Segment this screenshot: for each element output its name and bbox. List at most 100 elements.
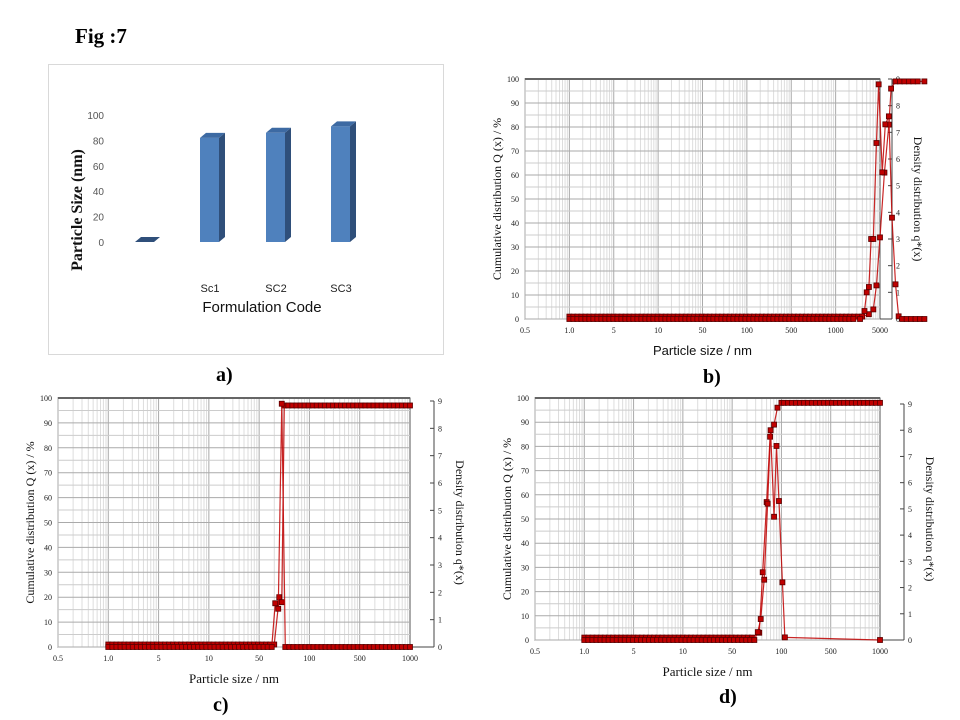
y2-axis-label-b: Density distribution q*(x)	[911, 137, 925, 262]
y2-tick-label-b: 3	[896, 235, 900, 244]
y-tick-label-c: 30	[44, 568, 52, 577]
data-point-b	[892, 281, 899, 288]
y-tick-label-c: 100	[40, 394, 52, 403]
y2-tick-label-b: 6	[896, 155, 900, 164]
chart-a-frame	[48, 64, 444, 355]
data-point-b	[879, 169, 886, 176]
panel-label-c: c)	[213, 694, 229, 716]
y2-tick-label-d: 2	[908, 584, 912, 593]
y2-tick-label-d: 6	[908, 479, 912, 488]
y-tick-label-d: 30	[521, 563, 529, 572]
x-tick-label-d: 50	[728, 647, 736, 656]
y2-axis-label-d: Density distribution q*(x)	[923, 457, 937, 582]
bar-a-3	[331, 126, 350, 242]
figure-title: Fig :7	[75, 24, 127, 48]
y-tick-label-b: 20	[511, 267, 519, 276]
y-tick-label-d: 10	[521, 612, 529, 621]
x-tick-label-c: 1.0	[103, 654, 113, 663]
y2-tick-label-c: 4	[438, 534, 442, 543]
data-point-b	[861, 308, 868, 314]
data-point-d	[764, 500, 771, 507]
y-tick-label-b: 0	[515, 315, 519, 324]
x-tick-label-c: 1000	[402, 654, 418, 663]
bar-a-0	[135, 237, 160, 242]
x-tick-label-a: Sc1	[201, 283, 220, 295]
y-tick-label-c: 80	[44, 444, 52, 453]
x-axis-label-b: Particle size / nm	[653, 343, 752, 358]
y2-tick-label-d: 3	[908, 557, 912, 566]
x-tick-label-d: 10	[679, 647, 687, 656]
x-tick-label-c: 100	[303, 654, 315, 663]
data-point-b	[873, 282, 880, 289]
x-tick-label-c: 0.5	[53, 654, 63, 663]
bar-top-a-3	[331, 121, 356, 127]
y-tick-label-c: 40	[44, 543, 52, 552]
y-tick-label-b: 80	[511, 123, 519, 132]
y2-tick-label-d: 0	[908, 636, 912, 645]
y-tick-label-c: 70	[44, 469, 52, 478]
y-tick-label-b: 100	[507, 75, 519, 84]
y-tick-label-c: 10	[44, 618, 52, 627]
data-point-d	[751, 637, 758, 643]
y-tick-label-d: 100	[517, 394, 529, 403]
data-point-d	[771, 421, 777, 428]
y2-tick-label-c: 6	[438, 479, 442, 488]
y-tick-label-b: 40	[511, 219, 519, 228]
y2-tick-label-d: 4	[908, 531, 912, 540]
data-point-b	[870, 236, 877, 242]
data-point-b	[873, 140, 880, 146]
bar-a-1	[200, 137, 219, 242]
y2-tick-label-c: 9	[438, 397, 442, 406]
y-tick-label-b: 10	[511, 291, 519, 300]
y2-axis-label-c: Density distribution q*(x)	[453, 460, 467, 585]
y2-tick-label-b: 8	[896, 102, 900, 111]
y2-tick-label-d: 9	[908, 400, 912, 409]
panel-label-d: d)	[719, 686, 737, 708]
data-point-d	[759, 569, 766, 576]
data-point-b	[857, 316, 863, 322]
y-tick-label-a: 100	[87, 111, 104, 122]
x-tick-label-a: SC2	[265, 283, 286, 295]
bar-side-a-3	[350, 121, 356, 242]
bar-a-2	[266, 132, 285, 242]
data-point-c	[275, 605, 282, 612]
data-point-d	[771, 513, 777, 520]
x-tick-label-b: 0.5	[520, 326, 530, 335]
data-point-b	[866, 284, 872, 290]
bar-side-a-1	[219, 132, 225, 242]
x-tick-label-b: 1000	[828, 326, 844, 335]
x-axis-label-c: Particle size / nm	[189, 671, 279, 686]
y-tick-label-c: 0	[48, 643, 52, 652]
data-point-b	[866, 311, 872, 318]
data-point-d	[781, 634, 788, 641]
data-point-d	[774, 404, 781, 411]
data-point-d	[877, 399, 883, 406]
x-tick-label-c: 50	[255, 654, 263, 663]
y2-tick-label-b: 1	[896, 288, 900, 297]
y-axis-label-c: Cumulative distribution Q (x) / %	[23, 441, 37, 603]
y-tick-label-d: 20	[521, 588, 529, 597]
y2-tick-label-c: 2	[438, 588, 442, 597]
y2-tick-label-b: 4	[896, 208, 900, 217]
y-tick-label-b: 70	[511, 147, 519, 156]
x-tick-label-c: 500	[354, 654, 366, 663]
x-tick-label-d: 1000	[872, 647, 888, 656]
x-tick-label-b: 50	[699, 326, 707, 335]
y2-tick-label-b: 2	[896, 262, 900, 271]
x-tick-label-d: 100	[775, 647, 787, 656]
y-tick-label-c: 20	[44, 593, 52, 602]
data-point-c	[278, 400, 285, 407]
y-tick-label-d: 80	[521, 442, 529, 451]
x-tick-label-c: 10	[205, 654, 213, 663]
y-axis-label-b: Cumulative distribution Q (x) / %	[490, 118, 504, 280]
y-tick-label-a: 0	[98, 238, 104, 249]
data-point-b	[888, 85, 894, 92]
data-point-b	[870, 306, 877, 313]
y2-tick-label-c: 3	[438, 561, 442, 570]
y2-tick-label-d: 7	[908, 452, 912, 461]
y-tick-label-d: 50	[521, 515, 529, 524]
x-tick-label-b: 5000	[872, 326, 888, 335]
